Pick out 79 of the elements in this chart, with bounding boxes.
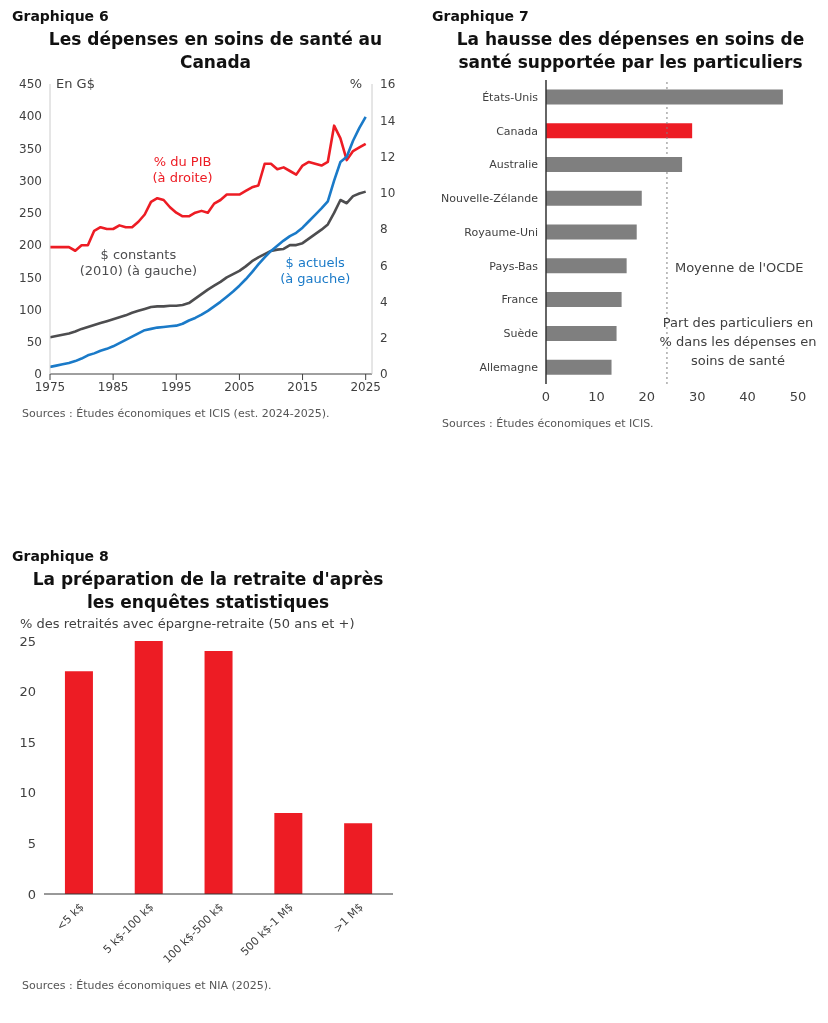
y2-tick-label: 4 <box>380 294 388 309</box>
bar <box>546 325 617 341</box>
x-tick-label: <5 k$ <box>53 900 87 934</box>
x-tick-label: 2005 <box>224 379 255 394</box>
y2-tick-label: 6 <box>380 258 388 273</box>
y-tick-label: 0 <box>34 367 42 382</box>
y-tick-label: 150 <box>19 270 42 285</box>
bar <box>546 123 693 139</box>
y-tick-label: 400 <box>19 109 42 124</box>
bar <box>546 224 637 240</box>
y2-tick-label: 14 <box>380 113 396 128</box>
bar <box>134 641 163 894</box>
chart-subtitle: % des retraités avec épargne-retraite (50 ans et +) <box>20 616 356 631</box>
y-tick-label: 0 <box>27 886 36 902</box>
x-tick-label: 2025 <box>350 379 381 394</box>
y2-tick-label: 10 <box>380 186 396 201</box>
y-tick-label: Suède <box>503 327 539 341</box>
y-tick-label: Pays-Bas <box>489 259 539 273</box>
y-tick-label: 10 <box>19 785 36 801</box>
y-tick-label: France <box>501 293 539 307</box>
y-tick-label: 50 <box>26 335 42 350</box>
x-tick-label: 10 <box>588 389 605 405</box>
chart-title: Les dépenses en soins de santé au Canada <box>47 28 384 74</box>
line-series <box>50 115 367 369</box>
source-note: Sources : Études économiques et ICIS (est. 2024-2025). <box>22 406 331 421</box>
y-axis-title: En G$ <box>56 76 95 91</box>
text: Graphique 6 <box>12 8 110 24</box>
series-label: $ constants (2010) (à gauche) <box>79 246 198 278</box>
x-tick-label: 30 <box>688 389 706 405</box>
y-tick-label: Australie <box>489 158 539 172</box>
x-tick-label: 1985 <box>97 379 129 394</box>
y-tick-label: Allemagne <box>479 361 539 375</box>
line-series <box>50 190 367 339</box>
y-tick-label: Royaume-Uni <box>464 225 538 239</box>
y-tick-label: 250 <box>19 206 42 221</box>
bar <box>344 823 373 894</box>
text: Graphique 8 <box>12 548 110 564</box>
chart-title: La préparation de la retraite d'après les enquêtes statistiques <box>31 568 385 614</box>
y-tick-label: 450 <box>19 77 42 92</box>
bar <box>546 190 642 206</box>
x-tick-label: 1975 <box>34 379 66 394</box>
y2-tick-label: 0 <box>380 367 388 382</box>
y-tick-label: 350 <box>19 141 42 156</box>
y2-tick-label: 16 <box>380 77 396 92</box>
y-tick-label: 15 <box>19 734 36 750</box>
x-tick-label: 20 <box>638 389 656 405</box>
x-tick-label: 40 <box>739 389 756 405</box>
ref-line-label: Moyenne de l'OCDE <box>674 259 804 275</box>
y-tick-label: 200 <box>19 238 42 253</box>
bar <box>64 671 93 894</box>
y2-axis-title: % <box>349 76 362 91</box>
source-note: Sources : Études économiques et NIA (2025). <box>22 978 273 993</box>
bar <box>274 813 303 894</box>
y-tick-label: 5 <box>27 836 36 852</box>
series-label: $ actuels (à gauche) <box>280 254 351 286</box>
x-tick-label: 1995 <box>161 379 192 394</box>
chart-title: La hausse des dépenses en soins de santé supportée par les particuliers <box>455 28 806 74</box>
x-tick-label: >1 M$ <box>330 900 366 936</box>
y-tick-label: 300 <box>19 173 42 188</box>
y-tick-label: Canada <box>496 124 538 138</box>
source-note: Sources : Études économiques et ICIS. <box>442 416 655 431</box>
y-tick-label: Nouvelle-Zélande <box>441 192 539 206</box>
y-tick-label: États-Unis <box>482 90 539 104</box>
annotation: Part des particuliers en % dans les dépenses en soins de santé <box>658 314 818 370</box>
bar <box>546 258 627 274</box>
bar <box>204 651 233 894</box>
y2-tick-label: 8 <box>380 222 388 237</box>
x-tick-label: 0 <box>541 389 551 405</box>
bar <box>546 292 622 308</box>
bar <box>546 359 612 375</box>
x-tick-label: 2015 <box>287 379 318 394</box>
series-label: % du PIB (à droite) <box>152 154 213 186</box>
y-tick-label: 100 <box>19 302 42 317</box>
y-tick-label: 20 <box>19 684 36 700</box>
y2-tick-label: 12 <box>380 149 396 164</box>
y2-tick-label: 2 <box>380 331 388 346</box>
x-tick-label: 50 <box>789 389 807 405</box>
y-tick-label: 25 <box>19 633 36 649</box>
text: Graphique 7 <box>432 8 530 24</box>
